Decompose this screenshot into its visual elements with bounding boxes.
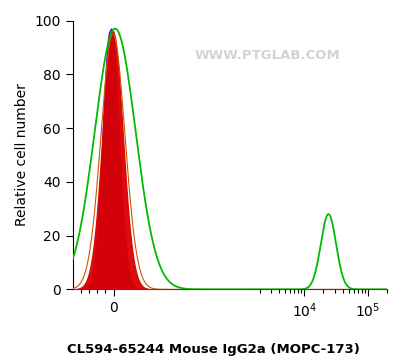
Text: CL594-65244 Mouse IgG2a (MOPC-173): CL594-65244 Mouse IgG2a (MOPC-173) <box>67 343 358 356</box>
Text: WWW.PTGLAB.COM: WWW.PTGLAB.COM <box>194 49 340 62</box>
Y-axis label: Relative cell number: Relative cell number <box>15 84 29 226</box>
